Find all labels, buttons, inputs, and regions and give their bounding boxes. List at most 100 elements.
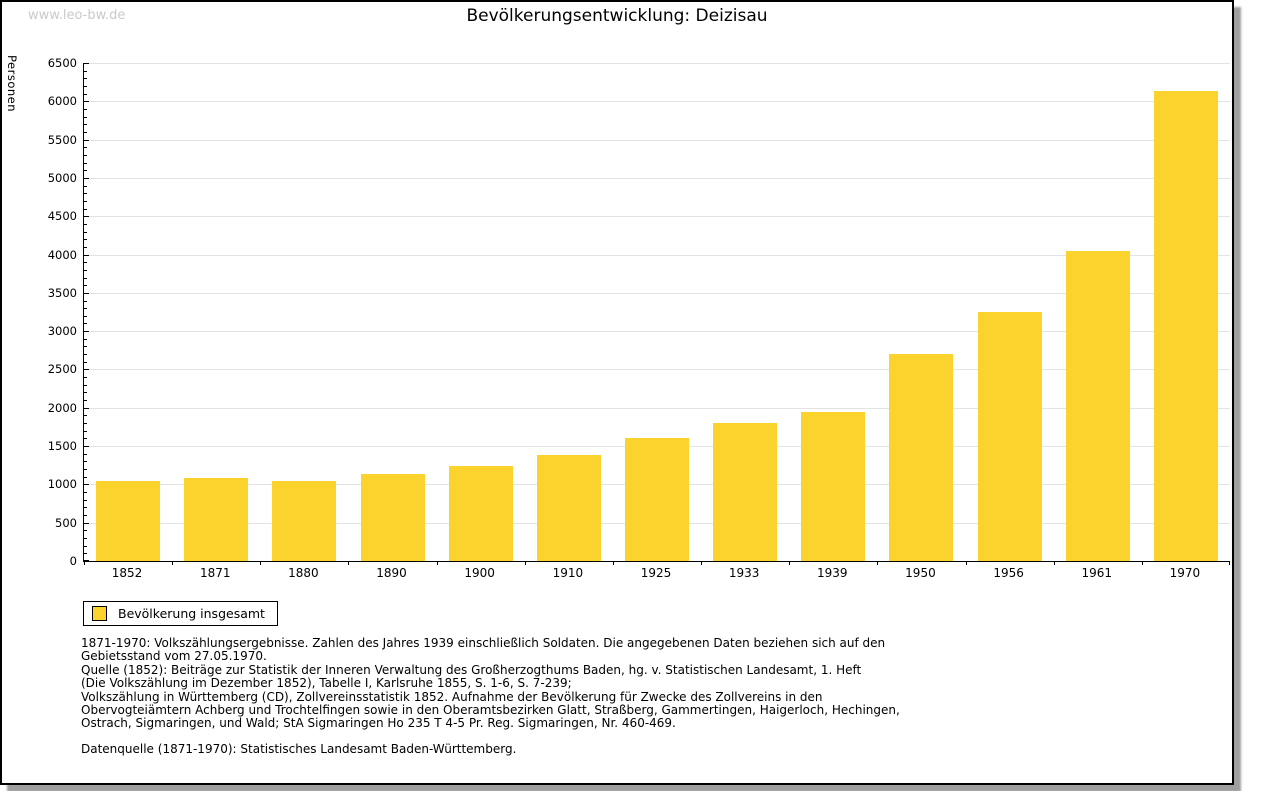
x-axis-label-1910: 1910 [552,566,584,580]
watermark: www.leo-bw.de [28,8,126,23]
bar-1910 [536,454,601,561]
y-major-tick [84,369,89,371]
bar-1890 [360,474,425,561]
x-tick [436,561,438,565]
y-tick-label: 500 [55,515,77,530]
legend-swatch-icon [92,606,107,621]
y-tick-label: 0 [69,554,77,568]
x-tick [524,561,526,565]
x-axis-label-1871: 1871 [199,566,231,580]
y-minor-tick [84,185,87,187]
y-tick-label: 5500 [47,132,77,147]
y-minor-tick [84,308,87,310]
bar-1900 [448,466,513,561]
y-tick-label: 1000 [47,477,77,492]
bar-1880 [272,481,337,561]
y-minor-tick [84,231,87,233]
y-axis-title: Personen [5,55,19,113]
gridline [84,254,1230,256]
x-tick [348,561,350,565]
y-minor-tick [84,515,87,517]
bar-1925 [625,437,689,561]
bar-1950 [889,354,954,561]
y-tick-label: 6500 [47,56,77,70]
gridline [84,63,1230,64]
y-minor-tick [84,461,87,463]
x-tick [1229,561,1230,565]
x-tick [84,561,85,565]
y-minor-tick [84,392,87,394]
y-minor-tick [84,415,87,417]
bar-1852 [96,480,161,561]
x-axis-label-1950: 1950 [905,566,936,580]
y-tick-label: 3000 [47,324,77,339]
y-minor-tick [84,239,87,241]
y-minor-tick [84,538,87,539]
y-minor-tick [84,545,87,547]
y-minor-tick [84,361,87,363]
y-major-tick [84,63,89,64]
y-major-tick [84,446,89,448]
y-tick-label: 4500 [47,209,77,224]
y-minor-tick [84,377,87,379]
legend-label: Bevölkerung insgesamt [118,606,265,621]
y-major-tick [84,522,89,524]
x-tick [877,561,879,565]
x-tick [612,561,614,565]
bar-1961 [1065,251,1130,561]
x-axis-label-1970: 1970 [1169,566,1201,580]
y-minor-tick [84,170,87,172]
y-minor-tick [84,499,87,501]
y-major-tick [84,177,89,179]
y-major-tick [84,484,89,486]
x-tick [789,561,791,565]
x-axis-label-1925: 1925 [640,566,672,580]
x-tick [172,561,174,565]
y-major-tick [84,254,89,256]
y-minor-tick [84,78,87,80]
gridline [84,369,1230,371]
y-minor-tick [84,93,87,95]
x-axis-label-1939: 1939 [817,566,848,580]
x-axis-label-1852: 1852 [111,566,143,580]
y-minor-tick [84,223,87,225]
bar-1939 [801,412,866,561]
y-major-tick [84,216,89,218]
y-minor-tick [84,476,87,478]
y-minor-tick [84,162,87,164]
y-minor-tick [84,70,87,72]
y-axis-tick-labels: 0 500 1000 1500 2000 2500 3000 3500 4000 4500 5000… [2,56,77,568]
x-axis-labels: 1852 1871 1880 1890 1900 1910 1925 1933 1939 1950… [83,566,1229,582]
gridline [84,216,1230,218]
y-minor-tick [84,553,87,555]
y-minor-tick [84,124,87,126]
y-minor-tick [84,200,87,202]
x-axis-label-1880: 1880 [288,566,319,580]
y-minor-tick [84,277,87,279]
plot-area [83,63,1230,565]
y-major-tick [84,292,89,294]
bar-1956 [977,312,1042,561]
y-minor-tick [84,423,87,425]
y-minor-tick [84,469,87,471]
x-axis-label-1961: 1961 [1081,566,1113,580]
y-major-tick [84,407,89,409]
y-minor-tick [84,400,87,402]
y-minor-tick [84,193,87,195]
x-tick [1141,561,1143,565]
x-axis-label-1900: 1900 [464,566,495,580]
x-tick [260,561,262,565]
y-minor-tick [84,262,87,264]
y-minor-tick [84,108,87,110]
y-tick-label: 1500 [47,439,77,454]
footnotes: 1871-1970: Volkszählungsergebnisse. Zahl… [81,636,900,731]
gridline [84,177,1230,179]
bar-1871 [184,477,249,561]
gridline [84,407,1230,409]
y-tick-label: 4000 [47,247,77,262]
y-minor-tick [84,492,87,494]
x-tick [1053,561,1055,565]
y-major-tick [84,139,89,141]
y-major-tick [84,101,89,103]
gridline [84,331,1230,333]
